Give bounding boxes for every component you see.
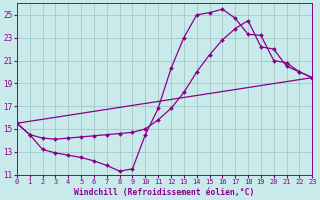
X-axis label: Windchill (Refroidissement éolien,°C): Windchill (Refroidissement éolien,°C) [74,188,255,197]
